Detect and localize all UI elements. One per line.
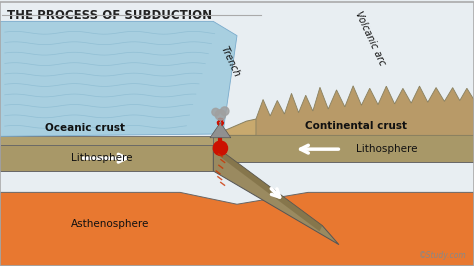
Polygon shape xyxy=(0,21,237,136)
Text: Continental crust: Continental crust xyxy=(304,121,407,131)
Circle shape xyxy=(215,110,226,120)
Polygon shape xyxy=(213,145,322,231)
Circle shape xyxy=(213,141,228,155)
Text: THE PROCESS OF SUBDUCTION: THE PROCESS OF SUBDUCTION xyxy=(7,9,212,22)
Text: Trench: Trench xyxy=(219,45,241,79)
Polygon shape xyxy=(210,123,231,138)
Circle shape xyxy=(220,107,229,115)
Text: Asthenosphere: Asthenosphere xyxy=(71,219,149,229)
Polygon shape xyxy=(256,86,474,135)
Polygon shape xyxy=(0,136,213,145)
Polygon shape xyxy=(213,135,474,163)
Polygon shape xyxy=(0,145,213,171)
Text: Volcanic arc: Volcanic arc xyxy=(353,9,387,67)
Polygon shape xyxy=(213,145,339,245)
Text: Lithosphere: Lithosphere xyxy=(71,153,133,163)
Text: Oceanic crust: Oceanic crust xyxy=(46,123,125,133)
Text: ©Study.com: ©Study.com xyxy=(419,251,467,260)
Polygon shape xyxy=(0,192,474,266)
Circle shape xyxy=(212,108,219,116)
Polygon shape xyxy=(213,100,474,135)
Text: Lithosphere: Lithosphere xyxy=(356,144,417,154)
